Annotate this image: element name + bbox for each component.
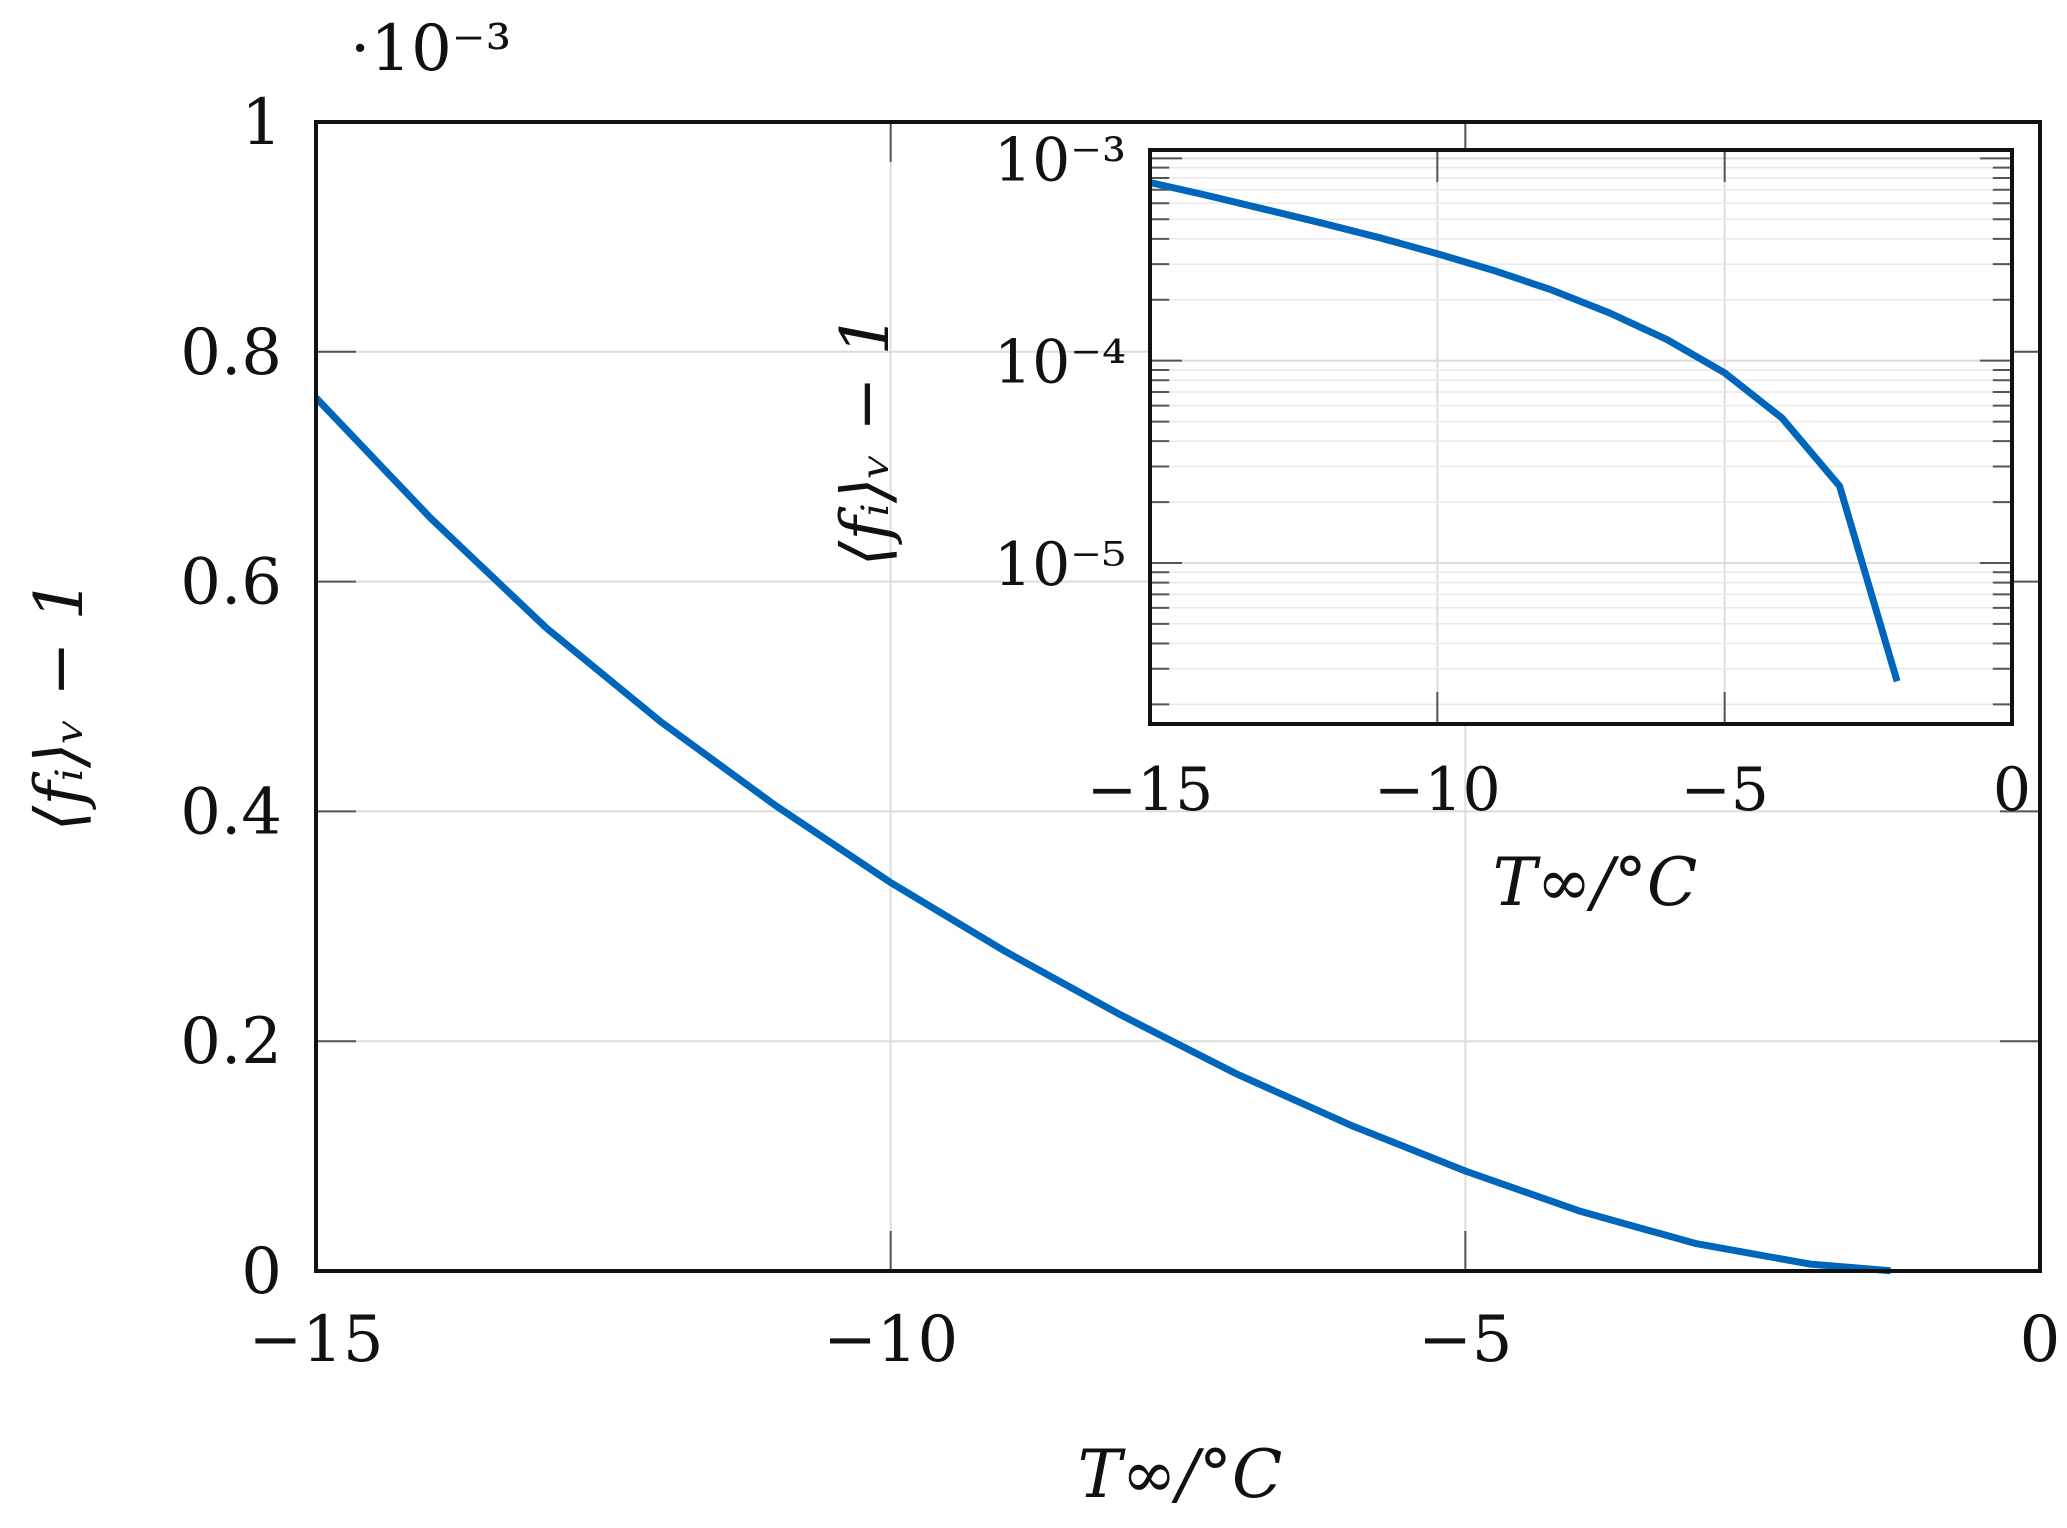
inset-x-axis-label: T∞/°C — [1493, 844, 1698, 921]
inset-plot-frame — [1148, 148, 2014, 726]
inset-x-tick-label: −5 — [1680, 755, 1768, 825]
main-y-tick-label: 0.8 — [180, 316, 282, 390]
main-x-tick-label: 0 — [2020, 1303, 2061, 1377]
inset-y-tick-labels: 10⁻⁵ 10⁻⁴ 10⁻³ — [994, 125, 1126, 600]
inset-x-tick-labels: −15 −10 −5 0 — [1087, 755, 2031, 825]
main-x-tick-label: −10 — [823, 1303, 958, 1377]
main-y-tick-label: 0.4 — [180, 775, 282, 849]
main-y-tick-labels: 0 0.2 0.4 0.6 0.8 1 — [180, 86, 282, 1309]
main-y-multiplier-label: ·10⁻³ — [350, 12, 511, 86]
inset-y-tick-label: 10⁻⁴ — [994, 328, 1126, 398]
inset-ticks — [1149, 150, 2013, 724]
inset-x-tick-label: −10 — [1374, 755, 1501, 825]
main-x-tick-label: −15 — [248, 1303, 383, 1377]
inset-chart: −15 −10 −5 0 10⁻⁵ 10⁻⁴ 10⁻³ T∞/°C ⟨fᵢ⟩ᵥ − 1 — [827, 125, 2031, 921]
main-plot-frame — [314, 120, 2042, 1273]
inset-background — [1150, 150, 2012, 724]
inset-x-tick-label: −15 — [1087, 755, 1214, 825]
inset-y-tick-label: 10⁻³ — [994, 125, 1126, 195]
main-x-tick-labels: −15 −10 −5 0 — [248, 1303, 2060, 1377]
main-y-tick-label: 0.6 — [180, 546, 282, 620]
inset-series-line-0 — [1149, 179, 1901, 683]
inset-series — [1149, 179, 1901, 683]
main-x-axis-label: T∞/°C — [1078, 1436, 1283, 1513]
inset-x-tick-label: 0 — [1993, 755, 2031, 825]
main-y-tick-label: 1 — [241, 86, 282, 160]
main-y-tick-label: 0 — [241, 1235, 282, 1309]
main-series-line-0 — [313, 395, 1891, 1275]
main-series — [313, 395, 1891, 1275]
inset-y-tick-label: 10⁻⁵ — [994, 530, 1126, 600]
main-y-axis-label: ⟨fᵢ⟩ᵥ − 1 — [21, 578, 98, 831]
inset-y-axis-label: ⟨fᵢ⟩ᵥ − 1 — [827, 313, 904, 566]
main-x-tick-label: −5 — [1418, 1303, 1512, 1377]
main-y-tick-label: 0.2 — [180, 1005, 282, 1079]
main-chart: −15 −10 −5 0 0 0.2 0.4 0.6 0.8 1 ·10⁻³ T∞/°C ⟨fᵢ… — [21, 12, 2060, 1513]
